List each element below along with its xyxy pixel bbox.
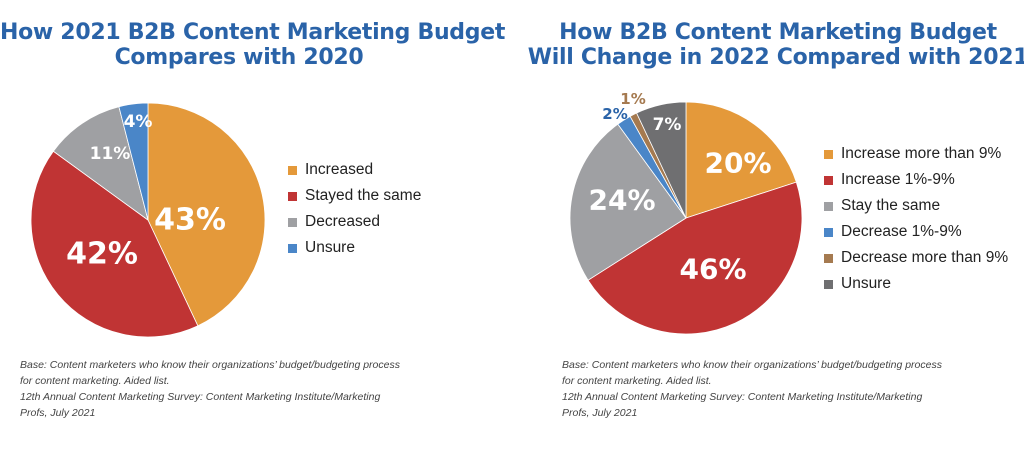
legend-item: Unsure — [288, 235, 421, 261]
chart-panel-2022-vs-2021: How B2B Content Marketing Budget Will Ch… — [512, 0, 1024, 457]
legend-item: Stayed the same — [288, 183, 421, 209]
footnote-line: Base: Content marketers who know their o… — [562, 359, 942, 371]
pie-chart: 20% 46% 24% 2%1% 7% — [569, 90, 803, 335]
legend-swatch — [824, 201, 833, 211]
legend-swatch — [824, 279, 833, 289]
legend-item: Increase 1%-9% — [824, 167, 1008, 193]
legend-swatch — [824, 149, 833, 159]
chart-legend: Increase more than 9% Increase 1%-9% Sta… — [824, 141, 1008, 297]
pie-slice-increased — [147, 102, 266, 327]
footnote-line: for content marketing. Aided list. — [20, 375, 170, 387]
pie-data-label: 2% — [602, 105, 627, 123]
chart-title-line: Will Change in 2022 Compared with 2021 — [527, 45, 1024, 70]
pie-chart: 43% 42% 11% 4% — [30, 102, 266, 338]
legend-swatch — [288, 191, 297, 201]
legend-label: Decreased — [305, 213, 380, 230]
legend-label: Unsure — [841, 275, 891, 292]
legend-label: Stayed the same — [305, 187, 422, 204]
footnote-line: Profs, July 2021 — [20, 407, 96, 419]
pie-slice-increase-1-9 — [587, 181, 803, 335]
pie-data-label: 1% — [620, 90, 645, 108]
legend-swatch — [824, 253, 833, 263]
legend-item: Increase more than 9% — [824, 141, 1008, 167]
legend-label: Stay the same — [841, 197, 941, 214]
chart-title: How 2021 B2B Content Marketing Budget Co… — [0, 20, 506, 70]
legend-item: Unsure — [824, 271, 1008, 297]
pie-data-label: 11% — [90, 144, 131, 164]
legend-label: Unsure — [305, 239, 355, 256]
chart-title-line: Compares with 2020 — [114, 45, 364, 70]
footnote-line: 12th Annual Content Marketing Survey: Co… — [20, 391, 381, 403]
pie-data-label: 42% — [66, 237, 138, 272]
pie-data-label: 43% — [154, 203, 226, 238]
chart-title-line: How 2021 B2B Content Marketing Budget — [0, 20, 506, 45]
pie-data-label: 7% — [653, 115, 682, 135]
legend-swatch — [824, 175, 833, 185]
pie-data-label: 4% — [124, 112, 153, 132]
footnote-line: Profs, July 2021 — [562, 407, 638, 419]
pie-data-label: 20% — [704, 147, 771, 180]
chart-footnote: Base: Content marketers who know their o… — [20, 357, 440, 421]
legend-label: Increased — [305, 161, 374, 178]
pie-data-label: 46% — [679, 253, 746, 286]
footnote-line: for content marketing. Aided list. — [562, 375, 712, 387]
chart-title: How B2B Content Marketing Budget Will Ch… — [512, 20, 1024, 70]
legend-label: Decrease more than 9% — [841, 249, 1009, 266]
legend-item: Stay the same — [824, 193, 1008, 219]
legend-item: Decrease 1%-9% — [824, 219, 1008, 245]
pie-data-label: 24% — [588, 184, 655, 217]
pie-slice-unsure — [636, 101, 687, 219]
pie-slice-unsure — [118, 102, 149, 221]
legend-label: Decrease 1%-9% — [841, 223, 962, 240]
legend-label: Increase more than 9% — [841, 145, 1002, 162]
footnote-line: Base: Content marketers who know their o… — [20, 359, 400, 371]
legend-swatch — [288, 243, 297, 253]
legend-label: Increase 1%-9% — [841, 171, 955, 188]
pie-slice-increase-more-than-9 — [685, 101, 797, 219]
chart-footnote: Base: Content marketers who know their o… — [562, 357, 982, 421]
footnote-line: 12th Annual Content Marketing Survey: Co… — [562, 391, 923, 403]
legend-swatch — [824, 227, 833, 237]
pie-slice-stay-the-same — [569, 123, 687, 281]
legend-swatch — [288, 165, 297, 175]
pie-slice-decreased — [52, 106, 149, 221]
legend-item: Decrease more than 9% — [824, 245, 1008, 271]
legend-item: Increased — [288, 157, 421, 183]
pie-slice-stayed-the-same — [30, 150, 199, 338]
chart-legend: Increased Stayed the same Decreased Unsu… — [288, 157, 421, 261]
chart-panel-2021-vs-2020: How 2021 B2B Content Marketing Budget Co… — [0, 20, 506, 421]
chart-title-line: How B2B Content Marketing Budget — [559, 20, 997, 45]
legend-swatch — [288, 217, 297, 227]
legend-item: Decreased — [288, 209, 421, 235]
